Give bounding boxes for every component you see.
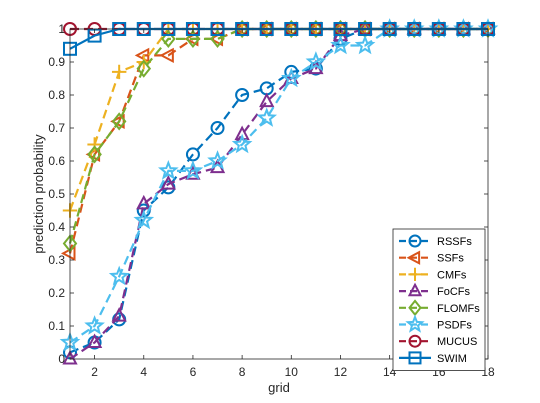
legend-label: SWIM (437, 353, 467, 365)
legend-label: FoCFs (437, 286, 471, 298)
data-point (408, 267, 422, 281)
data-point (111, 64, 127, 80)
legend-entry-flomfs: FLOMFs (399, 299, 480, 317)
data-point (86, 333, 103, 348)
x-tick-label: 12 (334, 365, 348, 379)
data-point (84, 315, 105, 335)
data-point (210, 121, 225, 135)
legend-entry-psdfs: PSDFs (399, 314, 472, 333)
data-point (231, 133, 253, 154)
data-point (161, 29, 176, 49)
x-tick-label: 10 (285, 365, 299, 379)
y-tick-label: 0.1 (48, 319, 65, 333)
data-point (354, 34, 376, 55)
legend-entry-ssfs: SSFs (399, 250, 464, 265)
legend-entry-focfs: FoCFs (399, 282, 471, 298)
data-point (305, 51, 327, 71)
legend: RSSFs SSFs CMFs FoCFs FLOMFs PSDFs MUCUS SWIM (392, 228, 486, 372)
data-point (160, 175, 177, 190)
data-point (259, 92, 275, 108)
y-tick-label: 0 (58, 352, 65, 366)
data-point (408, 234, 422, 248)
data-point (62, 349, 78, 365)
legend-label: CMFs (437, 269, 467, 281)
data-point (133, 209, 155, 230)
legend-label: PSDFs (437, 320, 472, 332)
y-tick-label: 0.2 (48, 286, 65, 300)
y-tick-label: 0.9 (48, 55, 65, 69)
data-point (330, 34, 351, 55)
data-point (256, 107, 278, 127)
data-point (108, 265, 130, 286)
data-point (207, 150, 228, 170)
x-tick-label: 2 (91, 365, 98, 379)
data-point (87, 145, 102, 164)
data-point (308, 19, 324, 39)
legend-label: SSFs (437, 253, 464, 265)
y-tick-label: 0.3 (48, 253, 65, 267)
legend-entry-rssfs: RSSFs (399, 234, 472, 248)
data-point (134, 47, 150, 64)
data-point (159, 47, 174, 64)
data-point (158, 160, 179, 180)
data-point (111, 112, 127, 131)
data-point (136, 194, 152, 210)
legend-entry-cmfs: CMFs (399, 267, 467, 281)
data-point (182, 160, 204, 180)
data-point (234, 19, 250, 39)
data-point (185, 29, 201, 49)
data-point (408, 334, 422, 348)
x-tick-label: 6 (190, 365, 197, 379)
data-point (87, 137, 102, 152)
y-tick-label: 0.6 (48, 154, 65, 168)
data-point (111, 307, 127, 322)
y-tick-label: 1 (58, 22, 65, 36)
legend-entry-mucus: MUCUS (399, 334, 477, 348)
y-tick-label: 0.5 (48, 187, 65, 201)
y-tick-label: 0.8 (48, 88, 65, 102)
data-point (284, 19, 299, 39)
data-point (210, 29, 225, 49)
data-point (259, 19, 274, 39)
data-point (357, 19, 373, 35)
legend-label: RSSFs (437, 236, 472, 248)
legend-label: FLOMFs (437, 303, 480, 315)
y-tick-label: 0.4 (48, 220, 65, 234)
data-point (136, 59, 152, 78)
y-tick-label: 0.7 (48, 121, 65, 135)
legend-entry-swim: SWIM (399, 351, 467, 365)
x-axis-label: grid (268, 380, 290, 395)
y-axis-label: prediction probability (31, 134, 46, 254)
data-point (407, 282, 423, 297)
data-point (406, 250, 421, 265)
data-point (235, 88, 250, 102)
legend-box (392, 228, 486, 372)
data-point (408, 351, 422, 365)
data-point (280, 67, 302, 88)
data-point (405, 314, 425, 333)
x-tick-label: 8 (239, 365, 246, 379)
x-tick-label: 4 (140, 365, 147, 379)
legend-label: MUCUS (437, 336, 477, 348)
